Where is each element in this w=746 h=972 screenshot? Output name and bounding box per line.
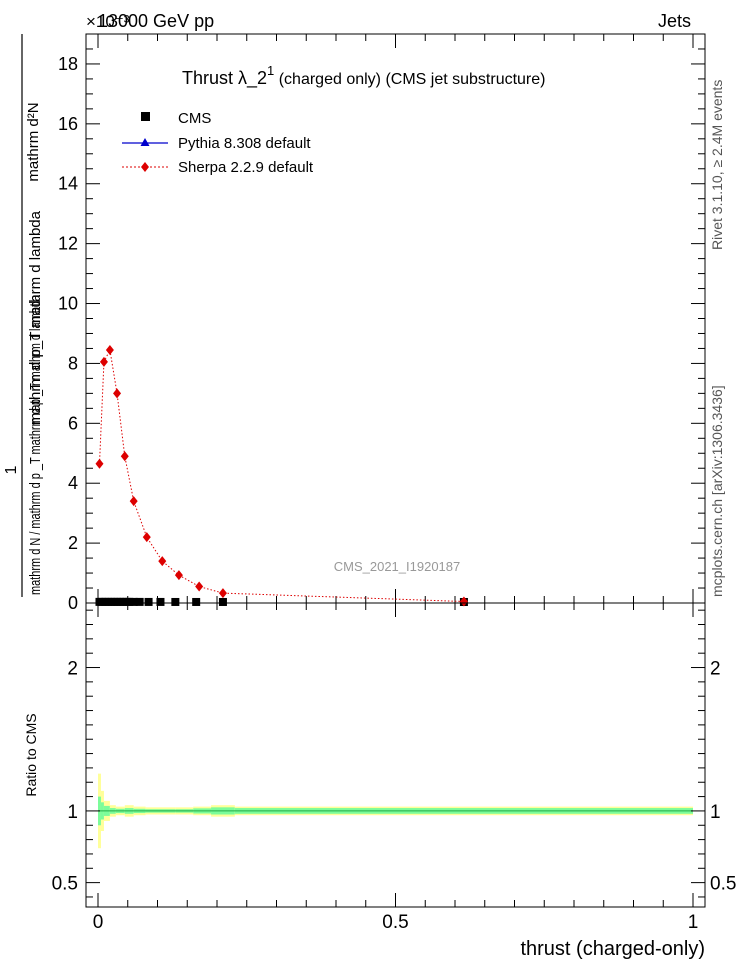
process-label: Jets bbox=[658, 11, 691, 31]
main-y-tick-label: 6 bbox=[68, 413, 78, 433]
main-plot: 0 2 4 6 8 10 12 14 16 18 Thrust λ_21 (charged onl… bbox=[58, 33, 706, 613]
ratio-y-label: Ratio to CMS bbox=[23, 713, 39, 796]
plot-title-sup: 1 bbox=[267, 63, 274, 78]
legend-sherpa-marker bbox=[141, 162, 149, 172]
ratio-y-tick-label: 0.5 bbox=[52, 874, 78, 895]
ratio-y-tick-label: 1 bbox=[67, 802, 78, 823]
main-y-tick-label: 2 bbox=[68, 533, 78, 553]
x-axis-label: thrust (charged-only) bbox=[520, 938, 705, 960]
ratio-plot-frame bbox=[85, 602, 706, 908]
ratio-y-tick-label-right: 0.5 bbox=[710, 874, 736, 895]
ratio-y-tick-label-right: 2 bbox=[710, 659, 721, 680]
sherpa-point bbox=[95, 458, 104, 469]
main-y-tick-label: 12 bbox=[58, 234, 78, 254]
cms-point bbox=[144, 597, 153, 606]
sherpa-point bbox=[158, 556, 167, 567]
sherpa-point bbox=[105, 344, 114, 355]
sherpa-point bbox=[120, 451, 129, 462]
main-y-tick-label: 0 bbox=[68, 593, 78, 613]
cms-point bbox=[135, 597, 144, 606]
y-label-denominator-main: mathrm d N / mathrm d p _T mathrm d p _T… bbox=[27, 295, 44, 595]
plot-title-rest: (charged only) (CMS jet substructure) bbox=[274, 71, 545, 88]
sherpa-point bbox=[99, 356, 108, 367]
legend-cms-label: CMS bbox=[178, 110, 211, 127]
cms-point bbox=[192, 597, 201, 606]
sherpa-point bbox=[142, 532, 151, 543]
legend: CMS Pythia 8.308 default Sherpa 2.2.9 de… bbox=[122, 110, 314, 176]
y-label-denominator-line2: mathrm d p_T mathrm d lambda bbox=[27, 210, 44, 425]
ratio-x-tick-label: 1 bbox=[688, 912, 699, 933]
plot-title-main: Thrust λ_2 bbox=[182, 68, 267, 89]
main-y-tick-label: 18 bbox=[58, 54, 78, 74]
energy-label: 13000 GeV pp bbox=[98, 11, 214, 31]
legend-sherpa-label: Sherpa 2.2.9 default bbox=[178, 159, 314, 176]
plot-title: Thrust λ_21 (charged only) (CMS jet subs… bbox=[182, 63, 545, 89]
y-scale-exponent: ×10⁻³ bbox=[86, 12, 130, 31]
legend-pythia-label: Pythia 8.308 default bbox=[178, 135, 311, 152]
sherpa-point bbox=[113, 388, 122, 399]
main-y-tick-label: 8 bbox=[68, 353, 78, 373]
main-y-tick-label: 14 bbox=[58, 174, 78, 194]
sherpa-point bbox=[195, 581, 204, 592]
main-y-tick-label: 16 bbox=[58, 114, 78, 134]
ratio-y-tick-label: 2 bbox=[67, 659, 78, 680]
main-axis-ticks: 0 2 4 6 8 10 12 14 16 18 bbox=[58, 34, 705, 613]
main-y-label: 1 mathrm d²N mathrm d p_T mathrm d lambd… bbox=[3, 34, 44, 597]
analysis-label: CMS_2021_I1920187 bbox=[334, 559, 461, 574]
cms-point bbox=[125, 597, 134, 606]
rivet-label: Rivet 3.1.10, ≥ 2.4M events bbox=[709, 80, 725, 250]
cms-point bbox=[171, 597, 180, 606]
main-y-tick-label: 10 bbox=[58, 294, 78, 314]
ratio-y-tick-label-right: 1 bbox=[710, 802, 721, 823]
main-y-tick-label: 4 bbox=[68, 473, 78, 493]
ratio-plot: 0.5 0.5 1 1 2 2 0 0.5 1 Ratio to CMS thrust (cha… bbox=[23, 602, 736, 960]
y-label-top: mathrm d²N bbox=[25, 102, 42, 181]
y-label-numerator: 1 bbox=[3, 465, 20, 474]
cms-points bbox=[95, 597, 468, 606]
legend-cms-marker bbox=[141, 112, 150, 121]
sherpa-point bbox=[218, 588, 227, 599]
legend-pythia-marker bbox=[140, 138, 150, 146]
cms-point bbox=[156, 597, 165, 606]
ratio-x-tick-label: 0.5 bbox=[382, 912, 408, 933]
cms-point bbox=[129, 597, 138, 606]
sherpa-point bbox=[459, 596, 468, 607]
y-label-denominator: mathrm d p_T mathrm d lambda bbox=[27, 210, 44, 425]
mcplots-label: mcplots.cern.ch [arXiv:1306.3436] bbox=[709, 385, 725, 597]
ratio-axis-ticks: 0.5 0.5 1 1 2 2 0 0.5 1 bbox=[52, 603, 736, 933]
cms-point bbox=[218, 597, 227, 606]
sherpa-point bbox=[129, 496, 138, 507]
sherpa-point bbox=[174, 570, 183, 581]
sherpa-points bbox=[95, 344, 468, 607]
ratio-x-tick-label: 0 bbox=[93, 912, 104, 933]
